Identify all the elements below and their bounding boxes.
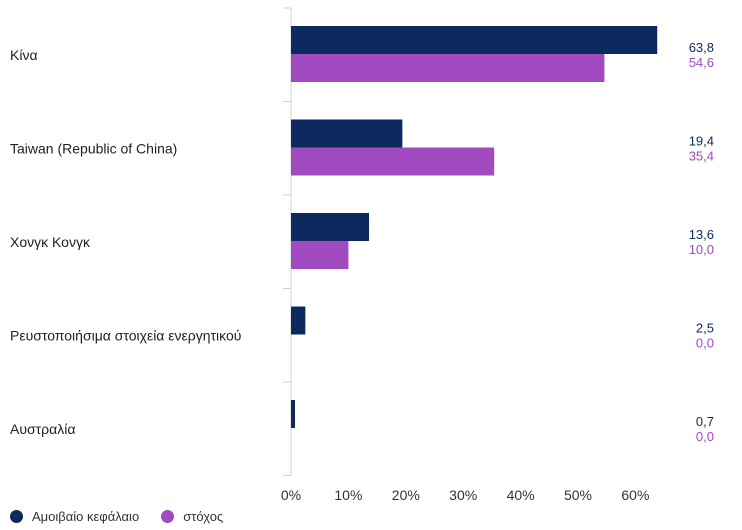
bar-fund	[291, 306, 306, 335]
value-label-target: 35,4	[689, 149, 714, 164]
value-label-target: 10,0	[689, 242, 714, 257]
value-label-target: 54,6	[689, 55, 714, 70]
x-tick-label: 50%	[564, 487, 592, 503]
x-tick-label: 10%	[334, 487, 362, 503]
bar-fund	[291, 213, 370, 241]
legend-label-fund: Αμοιβαίο κεφάλαιο	[32, 509, 140, 524]
value-label-fund: 19,4	[689, 134, 714, 149]
bar-fund	[291, 26, 658, 54]
legend-item-fund[interactable]: Αμοιβαίο κεφάλαιο	[10, 509, 139, 524]
legend-item-target[interactable]: στόχος	[161, 509, 223, 524]
bar-target	[291, 54, 605, 82]
x-tick-label: 60%	[621, 487, 649, 503]
value-label-fund: 63,8	[689, 40, 714, 55]
legend: Αμοιβαίο κεφάλαιο στόχος	[10, 509, 245, 524]
value-label-fund: 13,6	[689, 227, 714, 242]
value-label-fund: 0,7	[696, 414, 714, 429]
bar-target	[291, 147, 495, 176]
value-label-fund: 2,5	[696, 321, 714, 336]
category-label: Ρευστοποιήσιμα στοιχεία ενεργητικού	[10, 328, 241, 344]
value-label-target: 0,0	[696, 336, 714, 351]
x-tick-label: 40%	[507, 487, 535, 503]
category-label: Χονγκ Κονγκ	[10, 234, 91, 250]
x-tick-label: 0%	[281, 487, 301, 503]
category-label: Κίνα	[10, 47, 38, 63]
x-tick-label: 20%	[392, 487, 420, 503]
legend-swatch-target	[161, 510, 175, 523]
value-label-target: 0,0	[696, 429, 714, 444]
category-label: Αυστραλία	[10, 421, 75, 437]
x-tick-label: 30%	[449, 487, 477, 503]
bar-fund	[291, 400, 296, 428]
bar-target	[291, 241, 349, 269]
legend-label-target: στόχος	[183, 509, 224, 524]
legend-swatch-fund	[10, 510, 23, 523]
bar-fund	[291, 119, 403, 148]
category-label: Taiwan (Republic of China)	[10, 141, 177, 157]
